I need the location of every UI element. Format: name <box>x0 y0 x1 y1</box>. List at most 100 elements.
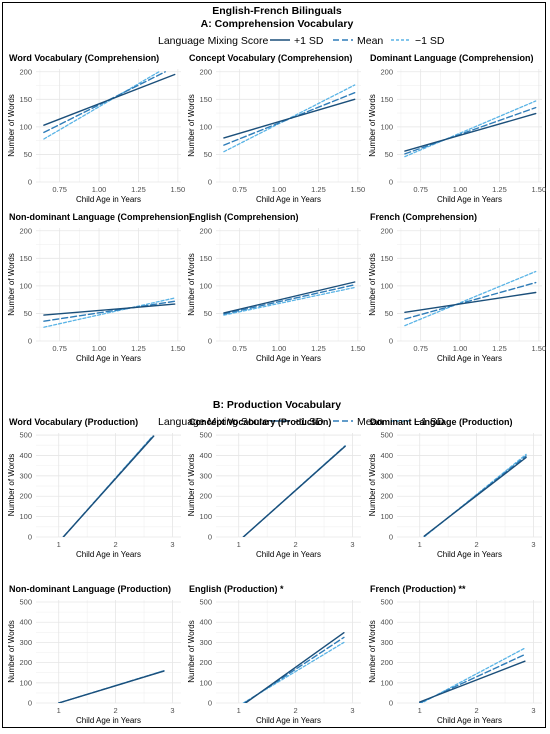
x-tick-label: 1.00 <box>272 185 287 194</box>
y-tick-label: 100 <box>199 512 212 521</box>
y-axis-label: Number of Words <box>187 94 196 157</box>
y-tick-label: 150 <box>380 95 393 104</box>
x-axis-label: Child Age in Years <box>437 354 502 363</box>
y-tick-label: 100 <box>380 122 393 131</box>
x-tick-label: 0.75 <box>52 185 67 194</box>
x-axis-label: Child Age in Years <box>76 195 141 204</box>
y-tick-label: 150 <box>199 95 212 104</box>
y-tick-label: 0 <box>208 178 212 187</box>
series-line-1-sd <box>58 670 165 703</box>
y-tick-label: 0 <box>28 337 32 346</box>
series-line-1-sd <box>404 270 537 327</box>
y-tick-label: 100 <box>380 281 393 290</box>
series-line-1-sd <box>43 303 176 316</box>
y-tick-label: 300 <box>19 638 32 647</box>
y-tick-label: 200 <box>380 658 393 667</box>
panel-non-dominant-language-comprehension: Non-dominant Language (Comprehension) 0.7… <box>7 212 192 363</box>
x-tick-label: 2 <box>114 540 118 549</box>
y-tick-label: 400 <box>19 618 32 627</box>
x-tick-label: 1.25 <box>492 185 507 194</box>
series-lines <box>58 670 165 703</box>
panel-dominant-language-comprehension: Dominant Language (Comprehension) 0.75 1.0… <box>368 53 546 204</box>
panel-title: Word Vocabulary (Comprehension) <box>9 53 159 63</box>
y-tick-label: 400 <box>199 618 212 627</box>
y-tick-label: 300 <box>19 471 32 480</box>
x-tick-label: 1 <box>237 706 241 715</box>
panel-french-production: French (Production) ** 1 2 3 0 100 200 300 400 50… <box>368 584 542 725</box>
figure-frame: English-French Bilinguals A: Comprehensi… <box>2 2 546 728</box>
y-tick-label: 300 <box>199 638 212 647</box>
x-tick-label: 1 <box>418 540 422 549</box>
x-axis-label: Child Age in Years <box>437 716 502 725</box>
series-line-mean <box>223 284 356 315</box>
x-tick-label: 2 <box>114 706 118 715</box>
y-tick-label: 300 <box>199 471 212 480</box>
panel-concept-vocabulary-comprehension: Concept Vocabulary (Comprehension) 0.75 1.… <box>187 53 365 204</box>
y-tick-label: 50 <box>24 150 32 159</box>
y-tick-label: 50 <box>385 150 393 159</box>
y-tick-label: 150 <box>380 254 393 263</box>
x-tick-label: 3 <box>170 706 174 715</box>
y-tick-label: 500 <box>380 431 393 440</box>
y-tick-label: 150 <box>199 254 212 263</box>
legend-title: Language Mixing Score <box>158 35 268 47</box>
x-tick-label: 1.00 <box>453 344 468 353</box>
y-axis-label: Number of Words <box>368 94 377 157</box>
y-tick-label: 0 <box>28 699 32 708</box>
y-tick-label: 100 <box>199 678 212 687</box>
x-tick-label: 0.75 <box>232 344 247 353</box>
y-tick-label: 0 <box>28 533 32 542</box>
x-axis-label: Child Age in Years <box>256 550 321 559</box>
x-axis-label: Child Age in Years <box>256 354 321 363</box>
y-tick-label: 500 <box>199 598 212 607</box>
section-a-title: A: Comprehension Vocabulary <box>201 18 354 30</box>
panel-title: Non-dominant Language (Production) <box>9 584 171 594</box>
series-lines <box>404 100 537 158</box>
x-tick-label: 1.25 <box>131 185 146 194</box>
series-lines <box>43 297 176 328</box>
panel-title: Word Vocabulary (Production) <box>9 417 138 427</box>
y-tick-label: 0 <box>208 337 212 346</box>
panel-dominant-language-production: Dominant Language (Production) 1 2 3 0 100 200… <box>368 417 542 559</box>
y-tick-label: 200 <box>19 658 32 667</box>
x-tick-label: 3 <box>170 540 174 549</box>
figure-svg: English-French Bilinguals A: Comprehensi… <box>7 5 546 725</box>
panel-title: French (Comprehension) <box>370 212 477 222</box>
x-tick-label: 2 <box>475 540 479 549</box>
x-tick-label: 1.25 <box>311 344 326 353</box>
series-line-1-sd <box>43 297 176 328</box>
y-tick-label: 0 <box>389 699 393 708</box>
series-line-mean <box>404 106 537 155</box>
panel-english-production: English (Production) * 1 2 3 0 100 200 300 400 50… <box>187 584 361 725</box>
series-line-1-sd <box>242 445 346 537</box>
y-axis-label: Number of Words <box>368 620 377 683</box>
x-axis-label: Child Age in Years <box>256 195 321 204</box>
y-tick-label: 300 <box>380 471 393 480</box>
y-tick-label: 400 <box>199 451 212 460</box>
legend-label: −1 SD <box>415 416 445 428</box>
y-tick-label: 50 <box>204 309 212 318</box>
y-tick-label: 0 <box>208 699 212 708</box>
x-tick-label: 0.75 <box>413 344 428 353</box>
section-b-title: B: Production Vocabulary <box>213 399 341 411</box>
panels: Word Vocabulary (Comprehension) 0.75 1.00 1… <box>7 53 546 725</box>
panel-french-comprehension: French (Comprehension) 0.75 1.00 1.25 1.50 0 5… <box>368 212 546 363</box>
x-tick-label: 3 <box>350 706 354 715</box>
x-tick-label: 1.00 <box>92 185 107 194</box>
y-tick-label: 200 <box>380 492 393 501</box>
series-lines <box>242 445 346 537</box>
legend-label: +1 SD <box>294 35 324 47</box>
y-tick-label: 100 <box>19 678 32 687</box>
y-tick-label: 200 <box>19 492 32 501</box>
y-tick-label: 200 <box>19 67 32 76</box>
series-line-1-sd <box>404 112 537 152</box>
x-tick-label: 1.50 <box>171 344 186 353</box>
y-tick-label: 200 <box>199 492 212 501</box>
y-tick-label: 400 <box>380 451 393 460</box>
y-tick-label: 100 <box>380 512 393 521</box>
x-axis-label: Child Age in Years <box>76 716 141 725</box>
panel-title: Dominant Language (Comprehension) <box>370 53 534 63</box>
series-line-1-sd <box>223 281 356 314</box>
x-tick-label: 1.50 <box>171 185 186 194</box>
y-axis-label: Number of Words <box>187 620 196 683</box>
